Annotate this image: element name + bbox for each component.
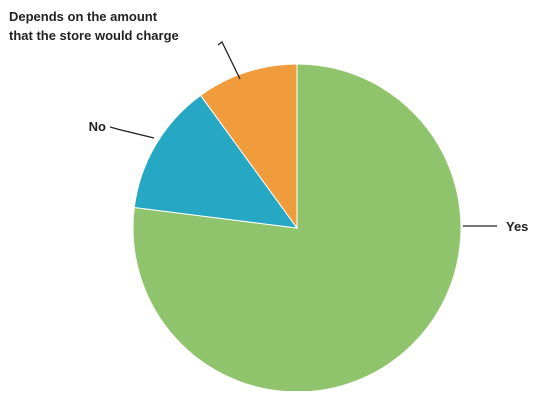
- slice-labels: Yes No Depends on the amount that the st…: [9, 9, 528, 234]
- pie-slices: [132, 63, 462, 393]
- leader-line-no: [109, 126, 155, 139]
- pie-slice-no: [133, 94, 299, 229]
- slice-label-yes: Yes: [506, 219, 528, 234]
- slice-label-depends-line-1: Depends on the amount: [9, 9, 158, 24]
- slice-label-depends-line-2: that the store would charge: [9, 28, 179, 43]
- leader-lines: [109, 41, 497, 227]
- leader-line-depends: [217, 41, 241, 80]
- pie-slice-depends: [199, 63, 298, 230]
- slice-label-no: No: [89, 119, 106, 134]
- pie-slice-yes: [132, 63, 462, 393]
